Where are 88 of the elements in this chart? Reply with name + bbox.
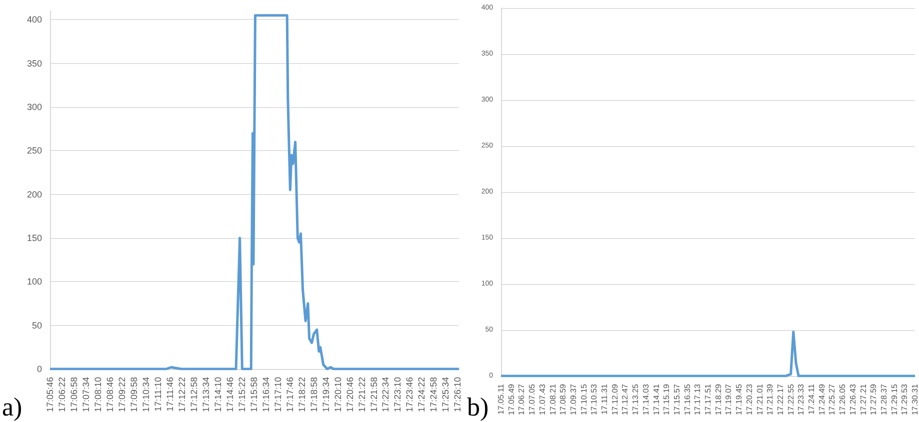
x-tick-label: 17.15.57 bbox=[672, 383, 682, 416]
x-tick-label: 17.26.05 bbox=[838, 383, 848, 416]
x-tick-label: 17.14.03 bbox=[641, 383, 650, 416]
x-tick-label: 17.15.19 bbox=[662, 383, 672, 416]
x-tick-label: 17.10.15 bbox=[579, 383, 588, 416]
x-tick-label: 17.17.13 bbox=[693, 383, 702, 416]
x-tick-label: 17:06:22 bbox=[56, 377, 67, 412]
x-tick-label: 17:23:46 bbox=[404, 377, 415, 412]
y-tick-label: 0 bbox=[36, 364, 42, 374]
x-tick-label: 17.12.47 bbox=[620, 383, 630, 416]
x-tick-label: 17.29.15 bbox=[890, 383, 899, 416]
x-tick-label: 17:26:10 bbox=[452, 377, 463, 412]
x-tick-label: 17.27.59 bbox=[869, 383, 878, 416]
y-tick-label: 200 bbox=[26, 189, 42, 200]
x-tick-label: 17:17:46 bbox=[284, 377, 295, 412]
x-tick-label: 17:21:58 bbox=[368, 377, 379, 412]
x-tick-label: 17:12:58 bbox=[188, 377, 199, 412]
x-tick-label: 17.27.21 bbox=[858, 383, 868, 416]
x-tick-label: 17:08:10 bbox=[92, 377, 103, 412]
x-tick-label: 17.26.43 bbox=[848, 383, 858, 416]
x-tick-label: 17.21.39 bbox=[766, 383, 775, 416]
x-tick-label: 17.21.01 bbox=[755, 383, 764, 416]
x-tick-label: 17:14:46 bbox=[224, 377, 235, 412]
y-tick-label: 100 bbox=[26, 276, 42, 287]
x-tick-label: 17:19:34 bbox=[320, 377, 331, 412]
x-tick-label: 17:16:34 bbox=[260, 377, 271, 412]
y-tick-label: 300 bbox=[26, 102, 42, 112]
x-tick-label: 17.22.55 bbox=[786, 383, 796, 416]
x-tick-label: 17:12:22 bbox=[176, 377, 187, 412]
x-tick-label: 17.18.29 bbox=[714, 383, 723, 416]
x-tick-label: 17.11.31 bbox=[600, 383, 609, 415]
x-tick-label: 17:09:58 bbox=[128, 377, 139, 412]
x-tick-label: 17:07:34 bbox=[80, 377, 91, 412]
x-tick-label: 17.25.27 bbox=[828, 383, 837, 416]
x-tick-label: 17.17.51 bbox=[704, 383, 712, 416]
x-tick-label: 17:20:10 bbox=[332, 377, 343, 412]
x-tick-label: 17:20:46 bbox=[344, 377, 355, 412]
x-tick-label: 17:11:46 bbox=[164, 377, 175, 412]
x-tick-label: 17:06:58 bbox=[68, 377, 79, 412]
x-tick-label: 17.28.37 bbox=[879, 383, 888, 416]
y-tick-label: 350 bbox=[26, 58, 42, 68]
x-tick-label: 17.10.53 bbox=[590, 383, 599, 416]
x-tick-label: 17:09:22 bbox=[116, 377, 127, 412]
x-tick-label: 17:17:10 bbox=[272, 377, 283, 412]
x-tick-label: 17:15:22 bbox=[236, 377, 247, 412]
x-tick-label: 17.08.59 bbox=[558, 383, 568, 416]
x-tick-label: 17:25:34 bbox=[440, 377, 451, 412]
x-tick-label: 17.05.49 bbox=[506, 383, 516, 416]
x-tick-label: 17.07.43 bbox=[538, 383, 547, 416]
x-tick-label: 17.08.21 bbox=[548, 383, 558, 416]
x-tick-label: 17.05.11 bbox=[496, 383, 506, 415]
text: a) bbox=[2, 392, 22, 422]
x-tick-label: 17.19.45 bbox=[734, 383, 744, 416]
x-tick-label: 17.07.05 bbox=[528, 383, 537, 416]
x-tick-label: 17:15:58 bbox=[248, 377, 259, 412]
x-tick-label: 17:22:34 bbox=[380, 377, 391, 412]
line-series bbox=[48, 14, 460, 370]
x-tick-label: 17.20.23 bbox=[744, 383, 754, 416]
y-tick-label: 250 bbox=[26, 146, 42, 156]
y-tick-label: 50 bbox=[32, 320, 42, 330]
x-tick-label: 17.12.09 bbox=[610, 383, 620, 416]
x-tick-label: 17.19.07 bbox=[724, 383, 734, 416]
x-tick-label: 17.30.31 bbox=[910, 383, 919, 416]
x-tick-label: 17:05:46 bbox=[45, 377, 55, 412]
x-tick-label: 17:23:10 bbox=[392, 377, 403, 412]
x-tick-label: 17.22.17 bbox=[776, 383, 785, 416]
x-tick-label: 17.29.53 bbox=[900, 383, 910, 416]
x-tick-label: 17:11:10 bbox=[152, 377, 163, 412]
x-tick-label: 17.16.35 bbox=[682, 383, 692, 416]
x-tick-label: 17:24:58 bbox=[428, 377, 439, 412]
x-tick-label: 17.06.27 bbox=[517, 383, 526, 416]
x-tick-label: 17.24.49 bbox=[817, 383, 826, 416]
x-tick-label: 17.24.11 bbox=[807, 383, 816, 415]
x-tick-label: 17:24:22 bbox=[416, 377, 427, 412]
x-tick-label: 17:21:22 bbox=[356, 377, 367, 412]
x-tick-label: 17.14.41 bbox=[652, 383, 661, 416]
x-tick-label: 17:13:34 bbox=[200, 377, 211, 412]
y-tick-label: 400 bbox=[26, 14, 42, 25]
x-tick-label: 17:18:58 bbox=[308, 377, 319, 412]
x-tick-label: 17.13.25 bbox=[631, 383, 640, 416]
text: b) bbox=[467, 392, 489, 422]
x-tick-label: 17:18:22 bbox=[296, 377, 307, 412]
y-tick-label: 150 bbox=[26, 233, 42, 244]
x-tick-label: 17:08:46 bbox=[104, 377, 115, 412]
x-tick-label: 17.23.33 bbox=[796, 383, 806, 416]
x-tick-label: 17:10:34 bbox=[140, 377, 151, 412]
x-tick-label: 17.09.37 bbox=[568, 383, 578, 416]
x-tick-label: 17:14:10 bbox=[212, 377, 223, 412]
